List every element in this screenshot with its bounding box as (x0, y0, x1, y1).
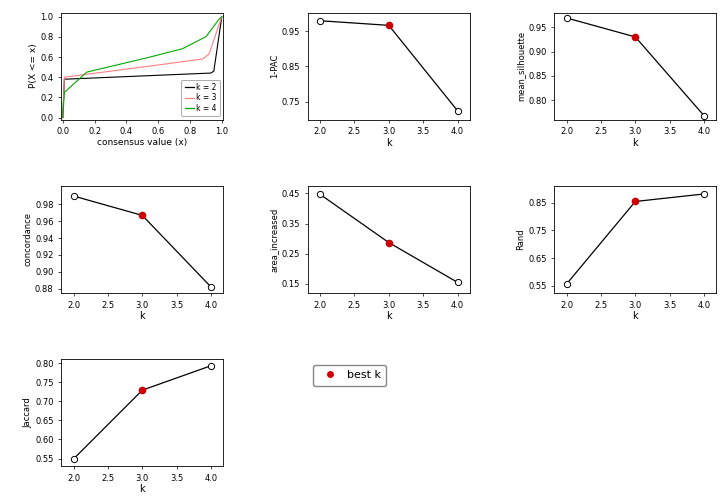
Y-axis label: 1-PAC: 1-PAC (270, 54, 279, 78)
Legend: best k: best k (313, 365, 386, 386)
X-axis label: k: k (632, 311, 638, 321)
X-axis label: k: k (140, 311, 145, 321)
Y-axis label: concordance: concordance (23, 212, 32, 267)
Y-axis label: area_increased: area_increased (270, 207, 279, 272)
X-axis label: k: k (632, 138, 638, 148)
X-axis label: consensus value (x): consensus value (x) (97, 138, 187, 147)
Y-axis label: Jaccard: Jaccard (23, 397, 32, 428)
Y-axis label: mean_silhouette: mean_silhouette (516, 31, 526, 101)
Y-axis label: P(X <= x): P(X <= x) (29, 44, 37, 89)
X-axis label: k: k (386, 311, 392, 321)
Legend: k = 2, k = 3, k = 4: k = 2, k = 3, k = 4 (181, 80, 220, 116)
X-axis label: k: k (140, 484, 145, 494)
Y-axis label: Rand: Rand (516, 229, 526, 250)
X-axis label: k: k (386, 138, 392, 148)
